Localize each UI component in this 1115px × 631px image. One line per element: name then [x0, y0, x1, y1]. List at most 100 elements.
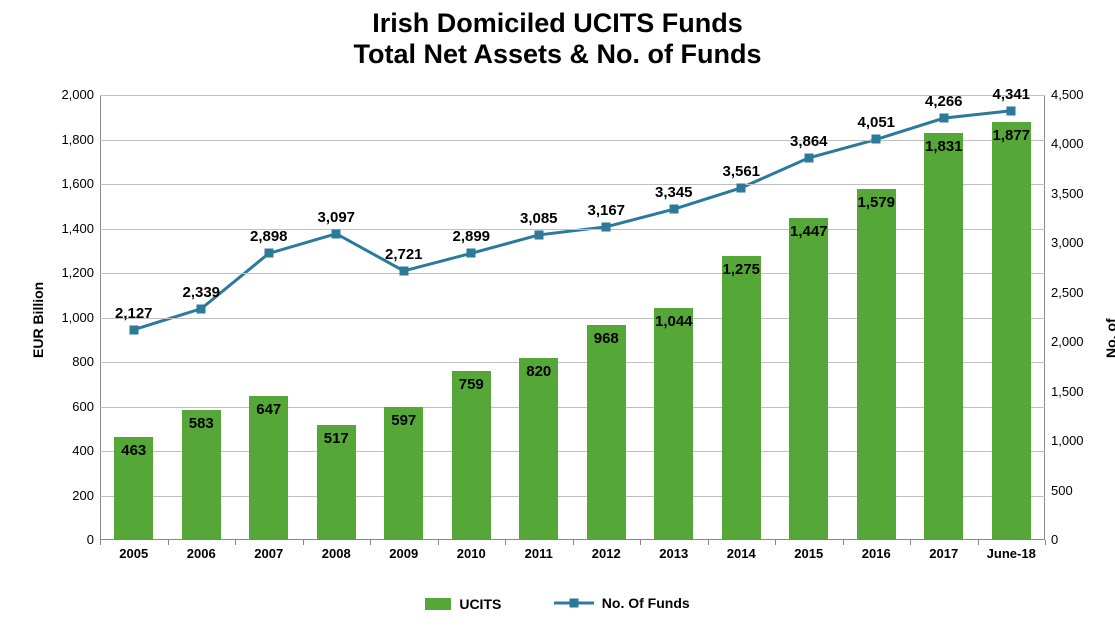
bar-value-label: 463 — [121, 442, 146, 459]
line-value-label: 3,345 — [655, 184, 693, 201]
legend-label-bars: UCITS — [459, 596, 501, 612]
bar-value-label: 1,275 — [722, 261, 760, 278]
line-value-label: 3,097 — [317, 209, 355, 226]
line-marker — [669, 205, 678, 214]
y-left-tick: 1,200 — [40, 265, 100, 280]
title-line-2: Total Net Assets & No. of Funds — [353, 39, 761, 69]
x-tick: 2014 — [708, 540, 776, 561]
y-right-tick: 0 — [1045, 532, 1105, 547]
y-right-tick: 1,000 — [1045, 433, 1105, 448]
chart-container: Irish Domiciled UCITS Funds Total Net As… — [0, 0, 1115, 631]
y-left-tick: 0 — [40, 532, 100, 547]
y-right-tick: 4,000 — [1045, 136, 1105, 151]
y-left-label: EUR Billion — [30, 281, 46, 357]
line-marker — [264, 249, 273, 258]
x-tick: 2011 — [505, 540, 573, 561]
line-value-label: 3,864 — [790, 133, 828, 150]
line-marker — [872, 135, 881, 144]
bar — [519, 358, 558, 540]
line-marker — [534, 230, 543, 239]
line-marker — [602, 222, 611, 231]
y-right-tick: 2,500 — [1045, 285, 1105, 300]
line-value-label: 2,721 — [385, 246, 423, 263]
bar-value-label: 1,579 — [857, 194, 895, 211]
line-value-label: 3,085 — [520, 210, 558, 227]
title-line-1: Irish Domiciled UCITS Funds — [372, 8, 743, 38]
y-left-tick: 1,800 — [40, 132, 100, 147]
x-tick: 2017 — [910, 540, 978, 561]
x-tick: 2007 — [235, 540, 303, 561]
bar-value-label: 1,044 — [655, 313, 693, 330]
bar-value-label: 1,831 — [925, 138, 963, 155]
line-marker — [332, 229, 341, 238]
bar-value-label: 1,447 — [790, 223, 828, 240]
chart-title: Irish Domiciled UCITS Funds Total Net As… — [0, 8, 1115, 70]
y-left-tick: 1,600 — [40, 176, 100, 191]
y-left-tick: 1,000 — [40, 310, 100, 325]
y-left-tick: 200 — [40, 488, 100, 503]
x-tick: 2008 — [303, 540, 371, 561]
y-right-tick: 3,500 — [1045, 186, 1105, 201]
bar-value-label: 820 — [526, 363, 551, 380]
x-tick: 2013 — [640, 540, 708, 561]
legend-item-line: No. Of Funds — [554, 595, 690, 611]
line-value-label: 3,561 — [722, 163, 760, 180]
line-value-label: 2,127 — [115, 305, 153, 322]
y-left-tick: 600 — [40, 399, 100, 414]
line-value-label: 4,266 — [925, 93, 963, 110]
line-value-label: 2,899 — [452, 228, 490, 245]
bar-value-label: 583 — [189, 415, 214, 432]
bar — [924, 133, 963, 540]
x-tick: June-18 — [978, 540, 1046, 561]
y-right-tick: 2,000 — [1045, 334, 1105, 349]
y-right-tick: 500 — [1045, 483, 1105, 498]
bar — [789, 218, 828, 540]
line-marker — [129, 325, 138, 334]
line-value-label: 2,339 — [182, 284, 220, 301]
x-tick: 2012 — [573, 540, 641, 561]
bar — [587, 325, 626, 540]
legend-swatch-bar — [425, 598, 451, 610]
x-tick: 2015 — [775, 540, 843, 561]
y-right-tick: 4,500 — [1045, 87, 1105, 102]
legend-swatch-line — [554, 596, 594, 610]
line-value-label: 4,341 — [992, 86, 1030, 103]
bar-value-label: 759 — [459, 376, 484, 393]
legend-label-line: No. Of Funds — [602, 595, 690, 611]
line-marker — [467, 249, 476, 258]
bar — [452, 371, 491, 540]
bar-value-label: 968 — [594, 330, 619, 347]
legend-item-bars: UCITS — [425, 596, 501, 612]
bar — [857, 189, 896, 540]
bar — [722, 256, 761, 540]
y-right-label: No. of Funds — [1103, 316, 1115, 358]
x-tick: 2010 — [438, 540, 506, 561]
line-marker — [197, 304, 206, 313]
line-value-label: 2,898 — [250, 228, 288, 245]
line-value-label: 4,051 — [857, 114, 895, 131]
y-left-tick: 2,000 — [40, 87, 100, 102]
y-left-tick: 800 — [40, 354, 100, 369]
bar — [992, 122, 1031, 540]
y-right-tick: 3,000 — [1045, 235, 1105, 250]
x-tick: 2016 — [843, 540, 911, 561]
legend-line-marker — [569, 599, 578, 608]
bar-value-label: 597 — [391, 412, 416, 429]
y-right-tick: 1,500 — [1045, 384, 1105, 399]
x-tick: 2009 — [370, 540, 438, 561]
line-marker — [737, 183, 746, 192]
line-marker — [1007, 106, 1016, 115]
bar-value-label: 1,877 — [992, 127, 1030, 144]
legend: UCITS No. Of Funds — [0, 595, 1115, 615]
line-marker — [939, 114, 948, 123]
bar — [654, 308, 693, 540]
x-tick: 2005 — [100, 540, 168, 561]
y-left-tick: 400 — [40, 443, 100, 458]
line-marker — [399, 266, 408, 275]
bar-value-label: 517 — [324, 430, 349, 447]
line-marker — [804, 153, 813, 162]
bar-value-label: 647 — [256, 401, 281, 418]
x-tick: 2006 — [168, 540, 236, 561]
line-value-label: 3,167 — [587, 202, 625, 219]
y-left-tick: 1,400 — [40, 221, 100, 236]
